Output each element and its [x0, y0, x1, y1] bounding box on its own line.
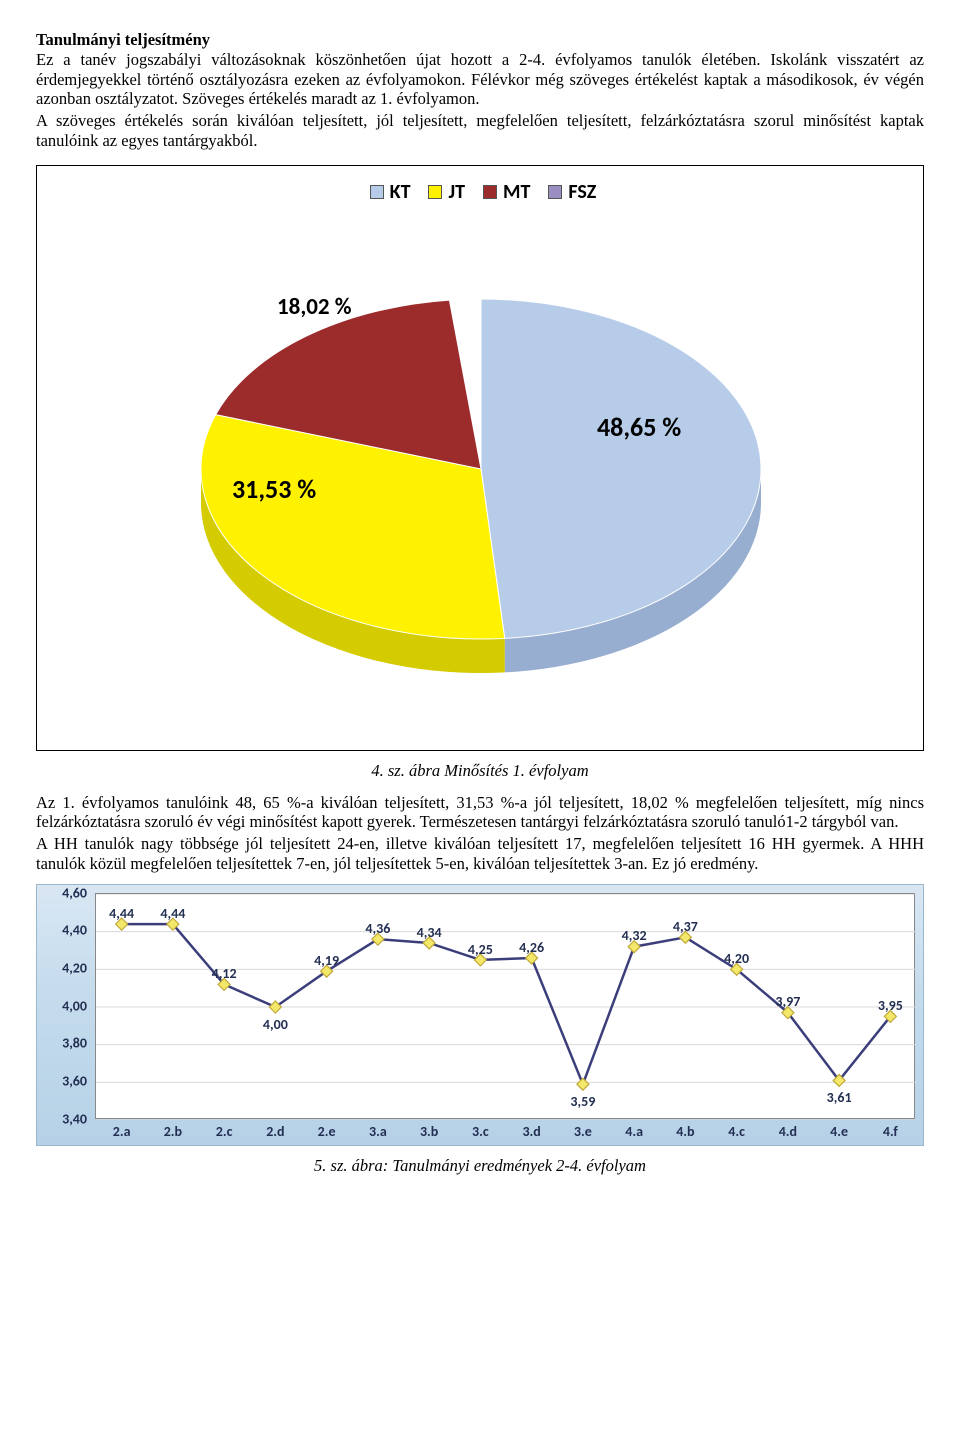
- body-para-1: Az 1. évfolyamos tanulóink 48, 65 %-a ki…: [36, 793, 924, 833]
- line-chart: 3,40 3,60 3,80 4,00 4,20 4,40 4,60 2.a 2.b 2.c 2.d…: [36, 884, 924, 1146]
- x-tick-label: 4.a: [625, 1124, 643, 1141]
- y-tick-label: 4,00: [37, 998, 91, 1015]
- value-label: 3,95: [878, 998, 903, 1015]
- pie-slice-label: 31,53 %: [232, 474, 316, 505]
- line-caption: 5. sz. ábra: Tanulmányi eredmények 2-4. …: [36, 1156, 924, 1176]
- intro-para-1: Ez a tanév jogszabályi változásoknak kös…: [36, 50, 924, 109]
- value-label: 3,61: [827, 1090, 852, 1107]
- x-tick-label: 3.a: [369, 1124, 387, 1141]
- x-tick-label: 4.e: [830, 1124, 848, 1141]
- value-label: 3,59: [570, 1094, 595, 1111]
- x-tick-label: 4.f: [883, 1124, 898, 1141]
- y-tick-label: 3,80: [37, 1036, 91, 1053]
- x-tick-label: 3.c: [472, 1124, 489, 1141]
- value-label: 4,32: [622, 928, 647, 945]
- intro-para-2: A szöveges értékelés során kiválóan telj…: [36, 111, 924, 151]
- value-label: 4,19: [314, 953, 339, 970]
- pie-legend: KT JT MT FSZ: [37, 166, 923, 204]
- pie-caption: 4. sz. ábra Minősítés 1. évfolyam: [36, 761, 924, 781]
- value-label: 4,26: [519, 940, 544, 957]
- pie-chart: KT JT MT FSZ 48,65 % 31,53 % 18,02 %: [36, 165, 924, 751]
- x-tick-label: 2.a: [113, 1124, 131, 1141]
- x-tick-label: 2.e: [318, 1124, 336, 1141]
- value-label: 4,36: [365, 921, 390, 938]
- value-label: 4,44: [109, 906, 134, 923]
- legend-item: KT: [364, 180, 411, 204]
- x-tick-label: 2.c: [216, 1124, 233, 1141]
- legend-item: MT: [477, 180, 530, 204]
- x-tick-label: 4.b: [676, 1124, 694, 1141]
- x-tick-label: 4.d: [779, 1124, 797, 1141]
- y-tick-label: 3,60: [37, 1074, 91, 1091]
- body-para-2: A HH tanulók nagy többsége jól teljesíte…: [36, 834, 924, 874]
- page-title: Tanulmányi teljesítmény: [36, 30, 924, 50]
- y-tick-label: 3,40: [37, 1111, 91, 1128]
- y-tick-label: 4,20: [37, 961, 91, 978]
- value-label: 4,25: [468, 942, 493, 959]
- data-marker: [577, 1078, 589, 1090]
- y-tick-label: 4,60: [37, 885, 91, 902]
- x-tick-label: 3.b: [420, 1124, 438, 1141]
- pie-plot-area: 48,65 % 31,53 % 18,02 %: [37, 204, 923, 734]
- value-label: 3,97: [775, 994, 800, 1011]
- x-tick-label: 3.e: [574, 1124, 592, 1141]
- x-tick-label: 4.c: [728, 1124, 745, 1141]
- value-label: 4,37: [673, 919, 698, 936]
- value-label: 4,12: [212, 966, 237, 983]
- pie-slice-label: 48,65 %: [597, 412, 681, 443]
- value-label: 4,34: [417, 925, 442, 942]
- x-tick-label: 2.d: [266, 1124, 284, 1141]
- value-label: 4,20: [724, 951, 749, 968]
- x-tick-label: 2.b: [164, 1124, 182, 1141]
- legend-item: FSZ: [542, 180, 596, 204]
- x-tick-label: 3.d: [522, 1124, 540, 1141]
- y-tick-label: 4,40: [37, 923, 91, 940]
- legend-item: JT: [422, 180, 465, 204]
- pie-slice-label: 18,02 %: [277, 294, 352, 322]
- value-label: 4,44: [160, 906, 185, 923]
- value-label: 4,00: [263, 1017, 288, 1034]
